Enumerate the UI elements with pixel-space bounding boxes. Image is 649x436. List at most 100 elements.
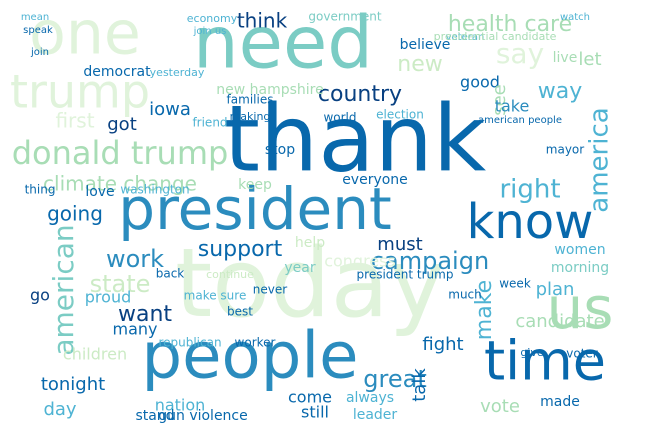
word: join us: [193, 26, 227, 37]
word: new: [397, 52, 442, 77]
word: mean: [21, 12, 49, 23]
word: washington: [120, 183, 189, 197]
word: american people: [478, 115, 562, 126]
word: talk: [409, 368, 430, 402]
word: thank: [224, 85, 487, 192]
word: iowa: [149, 99, 191, 120]
word: give: [520, 346, 544, 359]
word: think: [237, 9, 288, 33]
word: way: [538, 79, 583, 104]
word: vote: [480, 396, 520, 417]
word: right: [499, 175, 560, 205]
word: mayor: [546, 143, 584, 157]
word: candidate: [515, 311, 604, 332]
word: day: [43, 399, 76, 420]
word: congress: [324, 252, 396, 271]
word: new hampshire: [216, 82, 323, 98]
word: stand: [135, 408, 174, 424]
word: yesterday: [150, 66, 205, 79]
word: must: [377, 234, 422, 255]
word: made: [540, 394, 580, 410]
word: year: [284, 260, 315, 276]
word: continue: [206, 268, 254, 281]
word: first: [55, 109, 94, 133]
word: trump: [10, 65, 150, 119]
word: making: [230, 110, 271, 123]
word: going: [47, 202, 103, 226]
word: great: [363, 365, 426, 393]
word: support: [198, 237, 283, 262]
word: president: [118, 175, 391, 243]
word: say: [496, 37, 544, 70]
word: us: [547, 274, 614, 342]
word: come: [288, 388, 332, 407]
word: love: [85, 184, 114, 200]
word: america: [585, 107, 615, 212]
word: stop: [265, 142, 295, 158]
word: state: [90, 270, 151, 298]
word: world: [323, 111, 356, 125]
word: week: [499, 277, 531, 291]
word: see: [489, 84, 510, 116]
word: much: [448, 288, 482, 302]
word: leader: [353, 407, 398, 423]
word: worker: [235, 336, 276, 350]
word: people: [142, 320, 359, 394]
word: believe: [400, 37, 451, 53]
word: american: [47, 224, 80, 355]
word: gun violence: [158, 408, 248, 424]
word: always: [346, 390, 394, 406]
word: back: [156, 267, 185, 281]
word: friend: [192, 116, 227, 130]
word: donald trump: [12, 134, 229, 172]
word: nation: [155, 396, 206, 415]
word: election: [376, 108, 424, 122]
word: women: [554, 242, 605, 258]
word: today: [175, 229, 445, 339]
word: morning: [551, 260, 609, 276]
word: live: [553, 50, 578, 66]
word: go: [30, 286, 50, 305]
word: plan: [536, 279, 575, 300]
word: children: [63, 345, 127, 364]
word: help: [295, 235, 325, 251]
word: know: [467, 194, 594, 250]
word: got: [107, 114, 137, 135]
word: presidential candidate: [434, 30, 557, 43]
word: work: [106, 245, 164, 273]
word: democrat: [83, 64, 151, 80]
word: voter: [566, 347, 598, 361]
word: need: [193, 1, 373, 85]
word: veteran: [446, 32, 485, 43]
word: president trump: [357, 268, 454, 282]
word: government: [308, 10, 381, 24]
word: want: [118, 302, 172, 327]
word: still: [301, 403, 329, 422]
word: republican: [158, 336, 221, 350]
word: best: [227, 305, 253, 319]
word: watch: [560, 12, 590, 23]
word: let: [578, 49, 601, 70]
word: one: [29, 0, 141, 69]
word: good: [460, 73, 500, 92]
word: tonight: [41, 374, 105, 395]
word: take: [495, 97, 530, 116]
word: make: [472, 280, 497, 340]
word: never: [253, 283, 287, 297]
word: health care: [448, 12, 572, 37]
word: fight: [422, 334, 463, 355]
word: thing: [25, 183, 56, 197]
word: families: [227, 93, 274, 107]
word: keep: [238, 177, 272, 193]
word: time: [484, 330, 606, 393]
word: campaign: [371, 247, 489, 275]
word: speak: [23, 25, 53, 36]
word: everyone: [342, 172, 408, 188]
word: proud: [85, 288, 131, 307]
word: climate change: [43, 172, 197, 196]
word: make sure: [184, 289, 247, 303]
word: join: [30, 47, 49, 58]
